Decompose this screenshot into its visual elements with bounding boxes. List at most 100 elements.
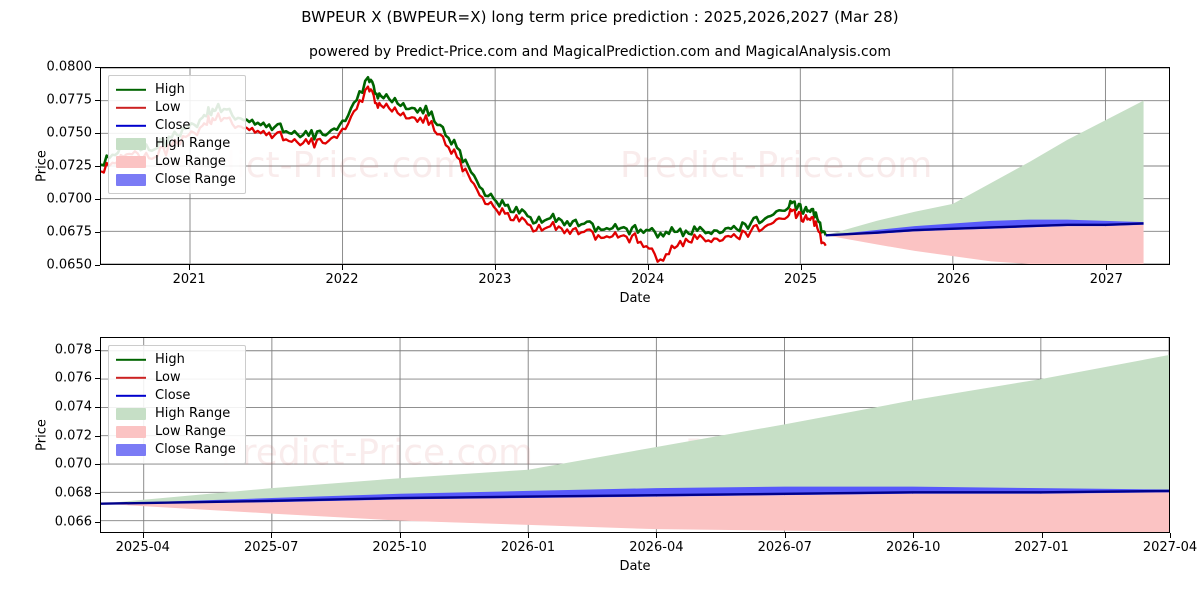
x-tick-label: 2025-04 [115,540,170,555]
x-tick-mark [528,533,529,538]
x-tick-label: 2026-10 [886,540,941,555]
legend-item-close[interactable]: Close [116,117,236,134]
x-tick-label: 2027-01 [1014,540,1069,555]
x-tick-mark [656,533,658,538]
x-tick-label: 2025-07 [244,540,299,555]
legend-item-low[interactable]: Low [116,369,236,386]
y-tick-label: 0.0700 [46,191,93,207]
legend-label: Low [155,100,181,115]
y-tick-label: 0.066 [54,514,92,530]
x-tick-mark [271,533,273,538]
x-tick-mark [784,533,786,538]
legend-swatch-line-icon [116,101,146,114]
x-axis-label-bottom: Date [619,559,651,574]
x-tick-label: 2025 [784,272,818,287]
x-tick-mark [800,265,802,270]
y-tick-mark [95,464,100,466]
legend-swatch-patch-icon [116,155,146,168]
y-tick-mark [95,232,100,233]
y-tick-mark [95,265,100,266]
legend-item-low[interactable]: Low [116,99,236,116]
x-tick-label: 2027-04 [1142,540,1198,555]
legend-swatch-patch-icon [116,173,146,186]
x-tick-mark [1106,265,1108,270]
x-tick-label: 2025-10 [372,540,427,555]
y-tick-label: 0.070 [54,456,92,472]
y-tick-mark [95,166,100,167]
page-subtitle: powered by Predict-Price.com and Magical… [309,44,891,60]
x-tick-label: 2026-01 [500,540,556,555]
chart-panel-top: Predict-Price.com Predict-Price.com Predic… [34,60,1170,306]
legend-swatch-line-icon [116,83,146,96]
close-forecast-line [825,222,1144,237]
high-range-band [825,100,1144,236]
legend-swatch-line-icon [116,119,146,132]
high-range-band [101,354,1169,504]
legend-item-high-range[interactable]: High Range [116,405,236,422]
legend-item-close[interactable]: Close [116,387,236,404]
watermark-text: Predict-Price.com [156,259,468,264]
legend-swatch-patch-icon [116,407,146,420]
x-tick-mark [494,265,496,270]
y-tick-mark [95,100,100,101]
page-title: BWPEUR X (BWPEUR=X) long term price pred… [301,8,899,26]
legend-swatch-line-icon [116,353,146,366]
legend-label: Close Range [155,172,236,187]
legend-swatch-patch-icon [116,137,146,150]
legend-item-low-range[interactable]: Low Range [116,153,236,170]
x-tick-mark [142,533,144,538]
y-tick-mark [95,67,100,68]
y-tick-label: 0.068 [54,485,92,501]
legend-label: High [155,82,185,97]
legend-swatch-line-icon [116,389,146,402]
legend-swatch-patch-icon [116,425,146,438]
y-tick-mark [95,199,100,200]
y-tick-label: 0.0775 [46,92,93,108]
x-tick-mark [399,533,401,538]
x-axis-label-top: Date [619,291,651,306]
legend-item-high[interactable]: High [116,81,236,98]
x-tick-label: 2021 [172,272,206,287]
y-tick-mark [95,435,100,437]
x-tick-label: 2027 [1089,272,1123,287]
y-tick-mark [95,378,100,380]
legend-item-high-range[interactable]: High Range [116,135,236,152]
x-tick-mark [342,265,344,270]
y-tick-label: 0.0650 [46,257,93,273]
legend-swatch-patch-icon [116,443,146,456]
y-tick-mark [95,349,100,351]
x-tick-label: 2026-04 [629,540,684,555]
legend-label: Low Range [155,154,226,169]
legend-label: High Range [155,406,231,421]
legend-top: High Low Close High Range Low Range Close Ran… [108,75,246,194]
legend-label: High [155,352,185,367]
plot-canvas-top: Predict-Price.com Predict-Price.com Predic… [101,68,1169,264]
legend-label: Low [155,370,181,385]
legend-label: Close [155,118,191,133]
y-tick-label: 0.0800 [46,59,93,75]
legend-item-close-range[interactable]: Close Range [116,171,236,188]
close-forecast-line [101,489,1169,505]
plot-area-top: Predict-Price.com Predict-Price.com Predic… [100,67,1170,265]
y-tick-mark [95,492,100,494]
y-tick-mark [95,133,100,134]
legend-item-low-range[interactable]: Low Range [116,423,236,440]
y-tick-label: 0.0725 [46,158,93,174]
y-axis-label-bottom: Price [34,419,50,451]
legend-item-high[interactable]: High [116,351,236,368]
y-tick-mark [95,521,100,523]
legend-item-close-range[interactable]: Close Range [116,441,236,458]
x-tick-mark [1170,533,1171,538]
x-tick-mark [913,533,915,538]
low-range-band [101,492,1169,532]
legend-label: Low Range [155,424,226,439]
legend-label: High Range [155,136,231,151]
watermark-text: Predict-Price.com [221,433,533,474]
x-tick-label: 2024 [631,272,665,287]
x-tick-mark [953,265,955,270]
watermark-text: Predict-Price.com [620,145,932,186]
